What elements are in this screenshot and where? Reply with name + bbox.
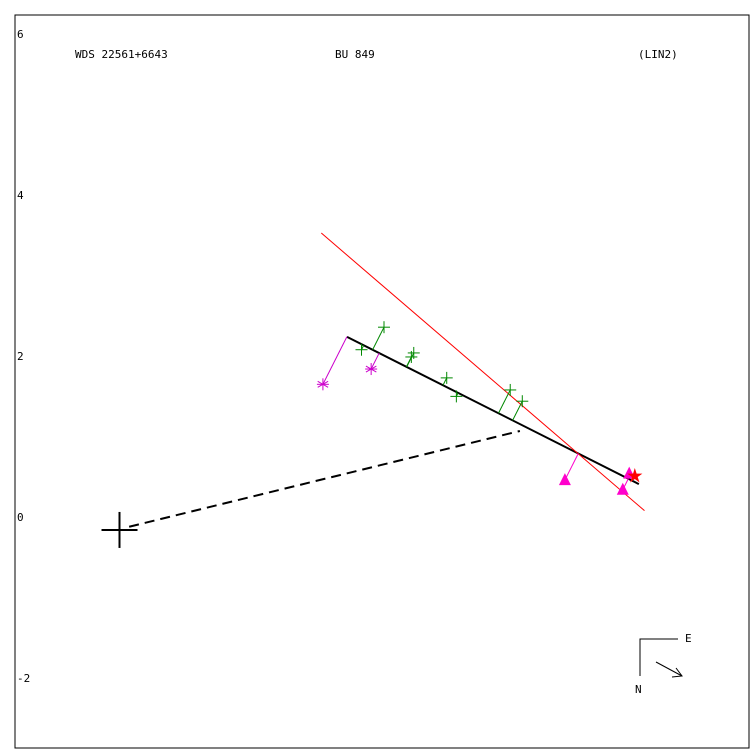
triangle <box>558 473 571 486</box>
plot-frame <box>14 14 750 749</box>
plus-point <box>405 350 418 363</box>
compass-east: E <box>685 632 692 645</box>
star-point <box>627 468 643 483</box>
residual-line <box>370 352 380 370</box>
header-left: WDS 22561+6643 <box>75 48 168 61</box>
plus-point <box>504 383 517 396</box>
residual-line <box>498 389 511 414</box>
compass-arrowhead <box>671 667 683 678</box>
compass-axes <box>639 638 678 676</box>
y-tick-label: 6 <box>17 28 24 41</box>
fit-line <box>128 430 521 528</box>
y-tick-label: -2 <box>17 672 30 685</box>
residual-line <box>442 377 448 386</box>
residual-line <box>512 400 523 421</box>
plus-point <box>450 390 463 403</box>
triangle <box>616 482 629 495</box>
header-right: (LIN2) <box>638 48 678 61</box>
fit-line <box>346 335 640 485</box>
compass <box>639 638 683 678</box>
y-tick-label: 2 <box>17 350 24 363</box>
triangle-point <box>558 473 571 486</box>
fit-line <box>320 232 645 512</box>
residual-line <box>564 453 579 481</box>
plus-point <box>516 395 529 408</box>
residual-line <box>372 326 385 350</box>
residual-line <box>322 336 348 385</box>
compass-north: N <box>635 683 642 696</box>
plus-point <box>355 343 368 356</box>
triangle-point <box>616 482 629 495</box>
y-tick-label: 4 <box>17 189 24 202</box>
residual-line <box>405 356 412 368</box>
asterisk-point <box>365 363 378 376</box>
y-tick-label: 0 <box>17 511 24 524</box>
compass-arrow <box>655 661 683 677</box>
star <box>627 468 643 483</box>
header-center: BU 849 <box>335 48 375 61</box>
cross-point <box>101 511 138 548</box>
plus-point <box>440 371 453 384</box>
plus-point <box>378 321 391 334</box>
asterisk-point <box>316 378 329 391</box>
